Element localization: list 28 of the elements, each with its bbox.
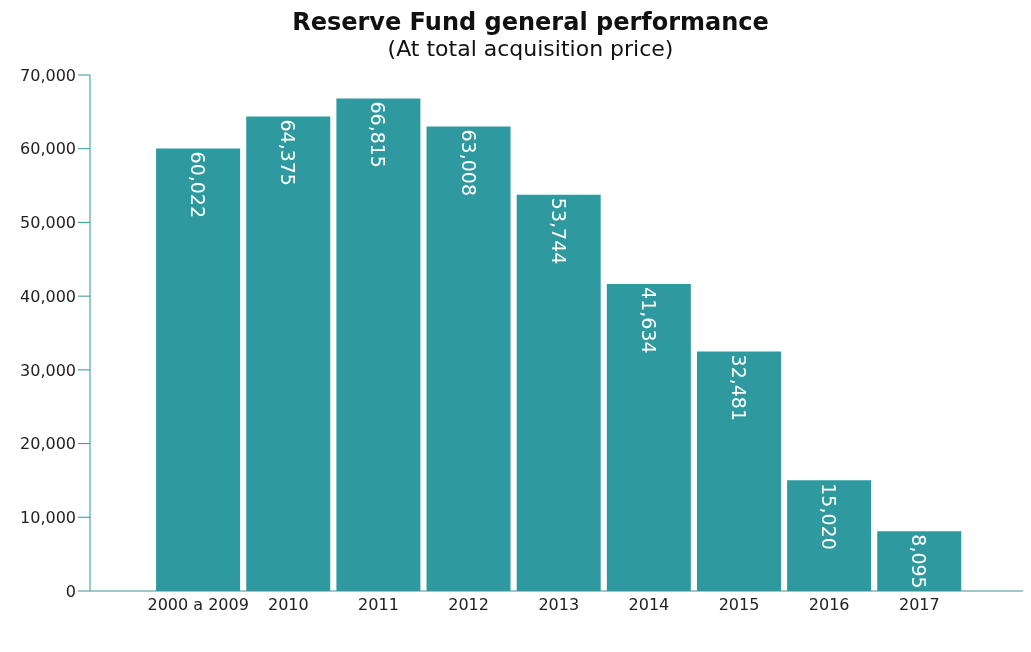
y-tick-label: 10,000 xyxy=(20,507,76,527)
y-tick-label: 20,000 xyxy=(20,434,76,454)
x-tick-label: 2015 xyxy=(718,595,760,615)
x-tick-label: 2000 a 2009 xyxy=(147,595,249,615)
y-tick-label: 40,000 xyxy=(20,286,76,306)
y-tick-label: 70,000 xyxy=(20,65,76,85)
data-label: 53,744 xyxy=(547,197,570,265)
data-label: 64,375 xyxy=(277,119,300,186)
data-label: 15,020 xyxy=(818,483,841,550)
x-tick-label: 2017 xyxy=(898,595,940,615)
x-tick-label: 2010 xyxy=(267,595,309,615)
x-tick-label: 2013 xyxy=(538,595,580,615)
data-label: 32,481 xyxy=(727,354,750,422)
x-tick-label: 2011 xyxy=(358,595,399,615)
chart-title: Reserve Fund general performance xyxy=(291,8,770,36)
data-label: 66,815 xyxy=(367,101,390,168)
chart-subtitle: (At total acquisition price) xyxy=(386,36,675,61)
y-tick-label: 50,000 xyxy=(20,213,76,233)
x-tick-label: 2012 xyxy=(448,595,489,615)
y-tick-label: 0 xyxy=(65,581,76,601)
data-label: 41,634 xyxy=(637,287,660,354)
data-label: 63,008 xyxy=(457,129,480,197)
data-label: 60,022 xyxy=(187,151,210,219)
x-tick-label: 2016 xyxy=(808,595,850,615)
x-tick-label: 2014 xyxy=(628,595,670,615)
y-tick-label: 30,000 xyxy=(20,360,76,380)
y-tick-label: 60,000 xyxy=(20,139,76,159)
data-label: 8,095 xyxy=(908,534,931,589)
